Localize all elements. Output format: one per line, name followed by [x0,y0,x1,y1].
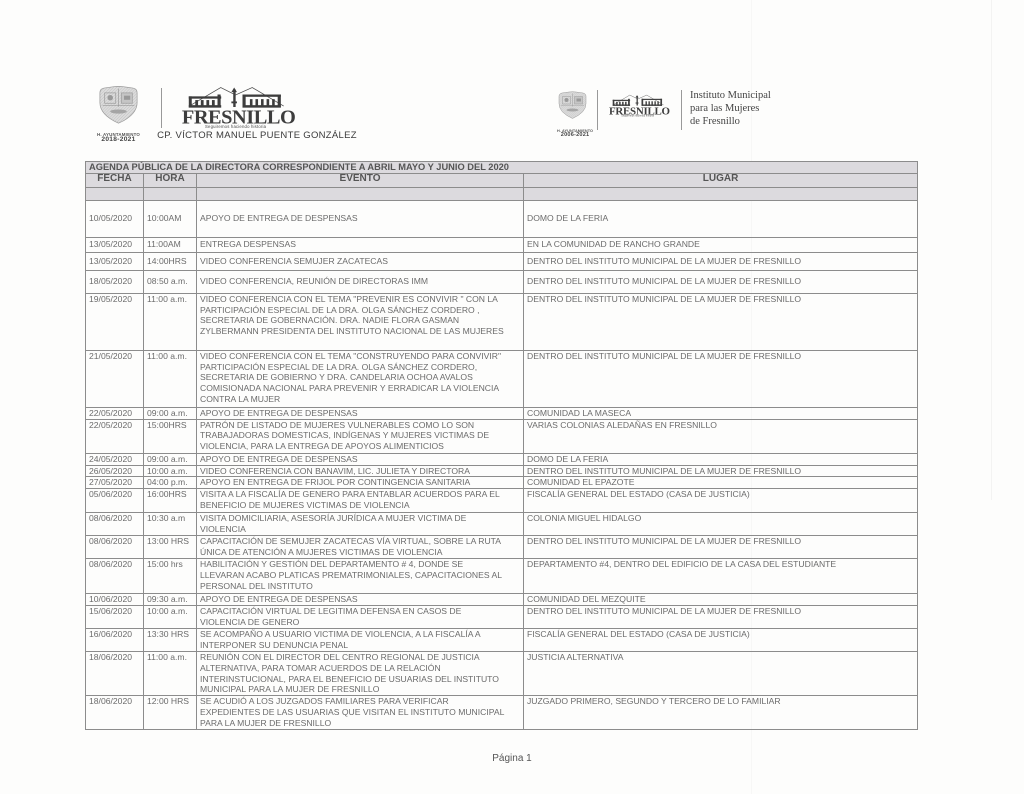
svg-text:Seguiremos haciendo historia: Seguiremos haciendo historia [205,124,267,129]
